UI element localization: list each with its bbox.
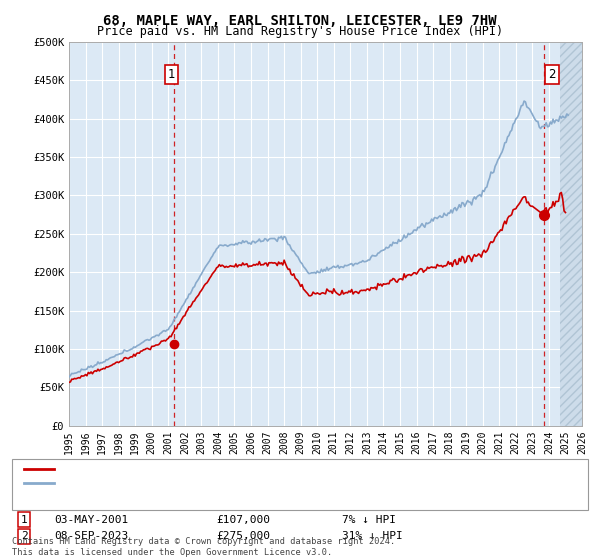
Text: £275,000: £275,000 bbox=[216, 531, 270, 542]
Text: 1: 1 bbox=[168, 68, 175, 81]
Text: 7% ↓ HPI: 7% ↓ HPI bbox=[342, 515, 396, 525]
Text: 68, MAPLE WAY, EARL SHILTON, LEICESTER, LE9 7HW (detached house): 68, MAPLE WAY, EARL SHILTON, LEICESTER, … bbox=[60, 464, 436, 474]
Text: 03-MAY-2001: 03-MAY-2001 bbox=[54, 515, 128, 525]
Text: £107,000: £107,000 bbox=[216, 515, 270, 525]
Text: 31% ↓ HPI: 31% ↓ HPI bbox=[342, 531, 403, 542]
Text: 2: 2 bbox=[20, 531, 28, 542]
Text: 2: 2 bbox=[548, 68, 556, 81]
Text: 1: 1 bbox=[20, 515, 28, 525]
Text: 68, MAPLE WAY, EARL SHILTON, LEICESTER, LE9 7HW: 68, MAPLE WAY, EARL SHILTON, LEICESTER, … bbox=[103, 14, 497, 28]
Bar bbox=[560, 42, 582, 426]
Text: Contains HM Land Registry data © Crown copyright and database right 2024.
This d: Contains HM Land Registry data © Crown c… bbox=[12, 537, 395, 557]
Text: 08-SEP-2023: 08-SEP-2023 bbox=[54, 531, 128, 542]
Text: Price paid vs. HM Land Registry's House Price Index (HPI): Price paid vs. HM Land Registry's House … bbox=[97, 25, 503, 38]
Text: HPI: Average price, detached house, Hinckley and Bosworth: HPI: Average price, detached house, Hinc… bbox=[60, 478, 395, 488]
